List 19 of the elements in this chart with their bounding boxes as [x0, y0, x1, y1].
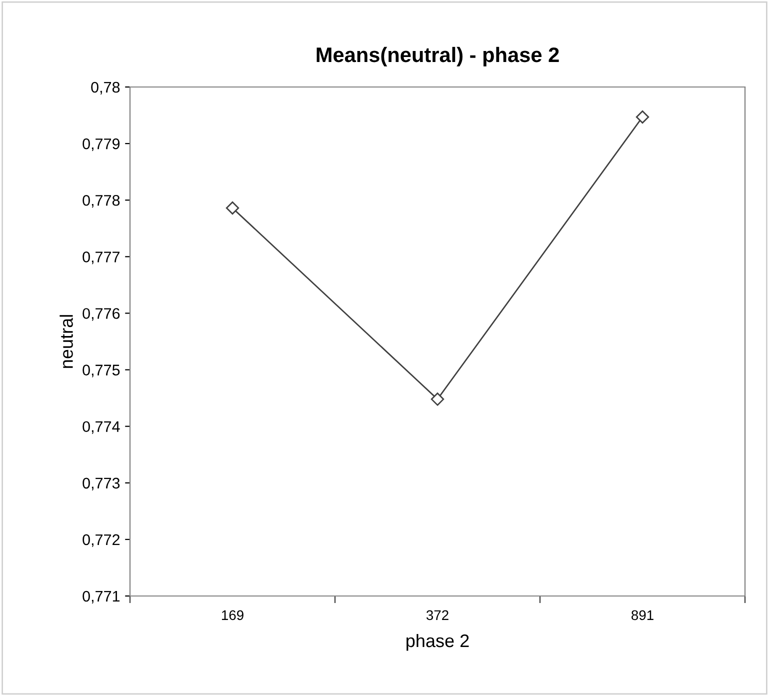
y-axis-title: neutral — [60, 315, 73, 368]
x-tick-label: 169 — [222, 610, 244, 620]
y-tick-label: 0,774 — [82, 421, 120, 434]
chart-title: Means(neutral) - phase 2 — [316, 46, 559, 66]
y-tick-label: 0,775 — [82, 364, 120, 378]
y-tick-label: 0,78 — [91, 82, 120, 94]
y-tick-label: 0,773 — [82, 478, 120, 490]
y-tick-label: 0,776 — [82, 308, 120, 321]
y-tick-label: 0,777 — [82, 252, 120, 264]
y-tick-label: 0,772 — [82, 534, 120, 547]
x-tick-label: 891 — [632, 610, 654, 620]
point — [226, 201, 240, 215]
point — [636, 110, 650, 124]
y-tick-label: 0,771 — [82, 590, 120, 604]
x-axis-title: phase 2 — [406, 634, 469, 651]
x-tick-label: 372 — [426, 610, 448, 620]
y-tick-label: 0,779 — [82, 138, 120, 152]
point — [430, 392, 444, 406]
y-tick-label: 0,778 — [82, 194, 120, 208]
